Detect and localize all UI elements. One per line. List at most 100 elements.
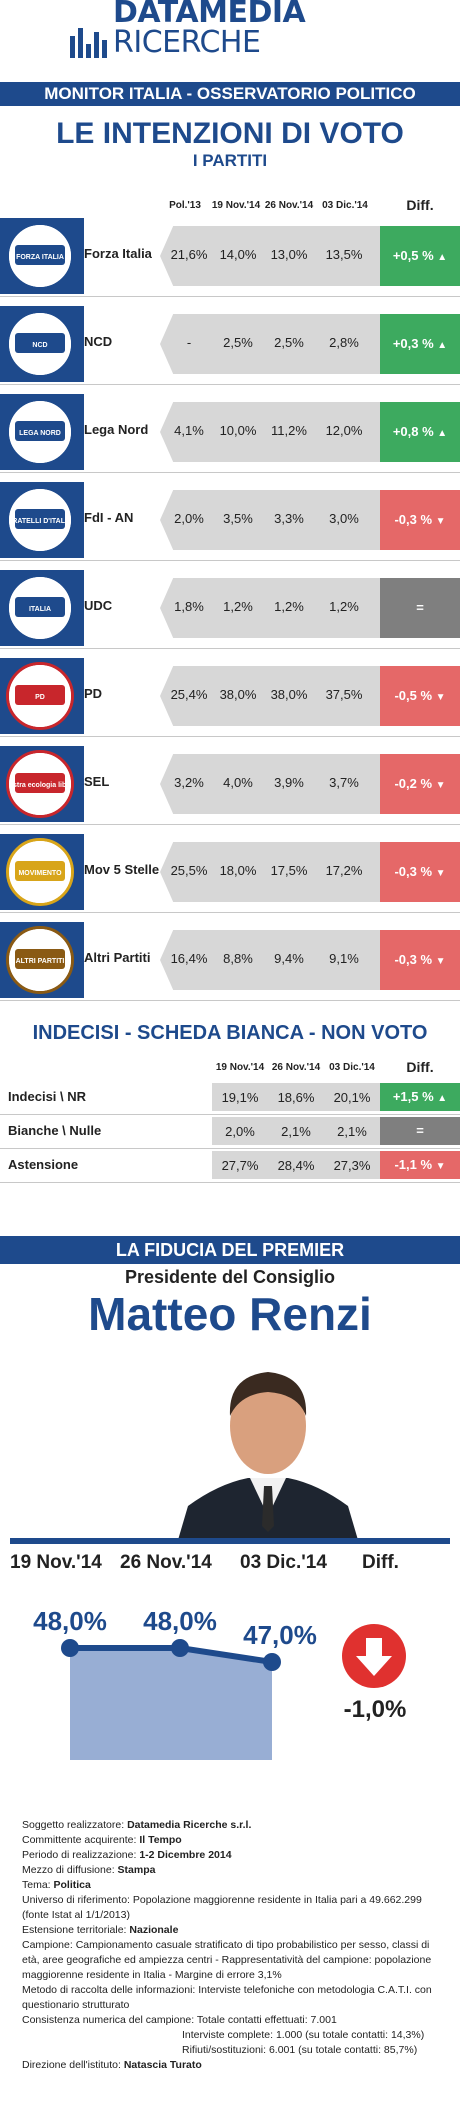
party-row: ITALIA UDC 1,8% 1,2% 1,2% 1,2% = <box>0 568 460 649</box>
party-row: ALTRI PARTITI Altri Partiti 16,4% 8,8% 9… <box>0 920 460 1001</box>
indecisi-value-03dic: 2,1% <box>337 1124 367 1139</box>
methodology-label: Universo di riferimento: Popolazione mag… <box>22 1894 422 1921</box>
indecisi-label: Bianche \ Nulle <box>8 1123 102 1138</box>
party-row: sinistra ecologia libertà SEL 3,2% 4,0% … <box>0 744 460 825</box>
party-value-03dic: 37,5% <box>325 687 363 702</box>
party-diff-value: = <box>416 600 424 615</box>
header-band: MONITOR ITALIA - OSSERVATORIO POLITICO <box>0 82 460 106</box>
premier-area <box>70 1648 272 1760</box>
party-value-26nov: 1,2% <box>274 599 304 614</box>
party-row: MOVIMENTO Mov 5 Stelle 25,5% 18,0% 17,5%… <box>0 832 460 913</box>
indecisi-value-19nov: 27,7% <box>221 1158 259 1173</box>
methodology-line: Universo di riferimento: Popolazione mag… <box>22 1893 442 1923</box>
party-diff-badge: -0,3 % ▼ <box>380 490 460 550</box>
party-logo-text: FRATELLI D'ITALIA <box>9 518 71 525</box>
party-values-bg <box>160 226 380 286</box>
indecisi-title: INDECISI - SCHEDA BIANCA - NON VOTO <box>32 1022 428 1044</box>
indecisi-row: Astensione 27,7% 28,4% 27,3% -1,1 % ▼ <box>0 1148 460 1183</box>
row-divider <box>0 1114 460 1115</box>
premier-chart: 48,0% 48,0% 47,0% <box>33 1606 317 1760</box>
brand-name-light: RICERCHE <box>113 25 261 60</box>
indecisi-diff-value: = <box>416 1123 424 1138</box>
party-value-pol13: 16,4% <box>170 951 208 966</box>
trend-arrow-icon: ▲ <box>437 252 448 263</box>
premier-divider <box>10 1538 450 1544</box>
page-title: LE INTENZIONI DI VOTO <box>56 117 404 150</box>
methodology-value: Il Tempo <box>139 1834 182 1846</box>
party-row: FORZA ITALIA Forza Italia 21,6% 14,0% 13… <box>0 216 460 297</box>
indecisi-value-19nov: 19,1% <box>221 1090 259 1105</box>
party-row: FRATELLI D'ITALIA FdI - AN 2,0% 3,5% 3,3… <box>0 480 460 561</box>
premier-band: LA FIDUCIA DEL PREMIER <box>0 1236 460 1264</box>
party-value-19nov: 3,5% <box>223 511 253 526</box>
party-values-bg <box>160 754 380 814</box>
party-value-03dic: 13,5% <box>325 247 363 262</box>
methodology-line: Periodo di realizzazione: 1-2 Dicembre 2… <box>22 1848 442 1863</box>
party-diff-value: +0,5 % <box>392 248 434 263</box>
party-diff-value: +0,3 % <box>392 336 434 351</box>
methodology-label: Rifiuti/sostituzioni: 6.001 (su totale c… <box>182 2044 418 2056</box>
row-divider <box>0 1182 460 1183</box>
party-logo-text: NCD <box>32 342 47 349</box>
party-value-19nov: 18,0% <box>219 863 257 878</box>
party-diff-badge: +0,3 % ▲ <box>380 314 460 374</box>
party-value-26nov: 38,0% <box>270 687 308 702</box>
party-values-bg <box>160 490 380 550</box>
party-name: FdI - AN <box>84 510 134 525</box>
row-divider <box>0 736 460 737</box>
party-logo-icon: ALTRI PARTITI <box>6 926 74 994</box>
party-value-26nov: 11,2% <box>271 423 307 438</box>
ind-col-diff: Diff. <box>406 1059 434 1075</box>
premier-name: Matteo Renzi <box>88 1288 372 1340</box>
indecisi-value-26nov: 2,1% <box>281 1124 311 1139</box>
party-value-03dic: 3,7% <box>329 775 359 790</box>
trend-arrow-icon: ▲ <box>437 1093 448 1104</box>
party-name: Forza Italia <box>84 246 152 261</box>
methodology-note: Soggetto realizzatore: Datamedia Ricerch… <box>22 1818 442 2073</box>
party-value-03dic: 2,8% <box>329 335 359 350</box>
party-value-03dic: 12,0% <box>325 423 363 438</box>
party-logo-text: sinistra ecologia libertà <box>9 782 71 789</box>
row-divider <box>0 648 460 649</box>
premier-diff: -1,0% <box>343 1696 407 1723</box>
indecisi-value-19nov: 2,0% <box>225 1124 255 1139</box>
party-name: Altri Partiti <box>84 950 151 965</box>
row-divider <box>0 1148 460 1149</box>
methodology-line: Consistenza numerica del campione: Total… <box>22 2013 442 2028</box>
methodology-value: Stampa <box>117 1864 156 1876</box>
party-value-26nov: 2,5% <box>274 335 304 350</box>
party-diff-value: +0,8 % <box>392 424 434 439</box>
indecisi-label: Indecisi \ NR <box>8 1089 87 1104</box>
premier-photo <box>178 1346 358 1540</box>
indecisi-diff-badge: = <box>380 1117 460 1145</box>
methodology-label: Tema: <box>22 1879 54 1891</box>
premier-cols: 19 Nov.'14 26 Nov.'14 03 Dic.'14 Diff. <box>10 1552 450 1582</box>
trend-arrow-icon: ▼ <box>435 692 446 703</box>
party-values-bg <box>160 402 380 462</box>
methodology-label: Consistenza numerica del campione: Total… <box>22 2014 337 2026</box>
party-name: PD <box>84 686 103 701</box>
premier-col-19nov: 19 Nov.'14 <box>10 1552 102 1573</box>
party-diff-badge: +0,5 % ▲ <box>380 226 460 286</box>
premier-data-label: 47,0% <box>243 1620 317 1650</box>
premier-point <box>171 1639 189 1657</box>
premier-point <box>263 1653 281 1671</box>
methodology-line: Direzione dell'istituto: Natascia Turato <box>22 2058 442 2073</box>
party-value-19nov: 8,8% <box>223 951 253 966</box>
indecisi-diff-badge: -1,1 % ▼ <box>380 1151 460 1179</box>
party-value-03dic: 3,0% <box>329 511 359 526</box>
party-row: NCD NCD - 2,5% 2,5% 2,8% +0,3 % ▲ <box>0 304 460 385</box>
methodology-value: 1-2 Dicembre 2014 <box>139 1849 232 1861</box>
col-pol13: Pol.'13 <box>169 200 201 211</box>
ind-col-03dic: 03 Dic.'14 <box>329 1062 375 1073</box>
party-logo-text: ITALIA <box>29 606 51 613</box>
party-value-pol13: 4,1% <box>174 423 204 438</box>
row-divider <box>0 912 460 913</box>
methodology-label: Committente acquirente: <box>22 1834 140 1846</box>
premier-data-label: 48,0% <box>33 1606 107 1636</box>
trend-arrow-icon: ▼ <box>435 868 446 879</box>
row-divider <box>0 296 460 297</box>
premier-col-diff: Diff. <box>362 1552 399 1573</box>
premier-role: Presidente del Consiglio <box>124 1267 336 1287</box>
indecisi-value-26nov: 28,4% <box>277 1158 315 1173</box>
